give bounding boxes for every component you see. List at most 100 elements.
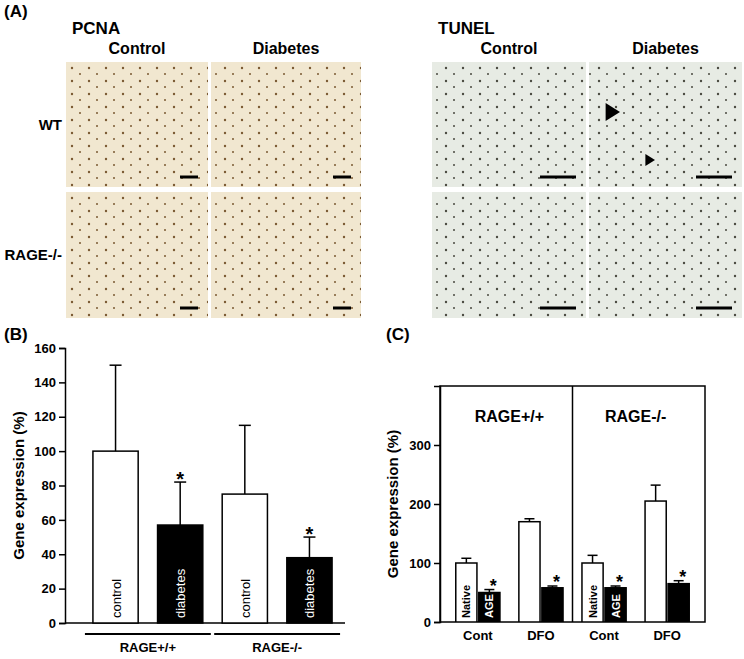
y-tick: 120 bbox=[34, 409, 65, 424]
micrograph bbox=[432, 192, 586, 318]
y-tick-mark bbox=[59, 554, 65, 556]
y-tick-mark bbox=[59, 451, 65, 453]
bar-label: AGE bbox=[610, 594, 622, 618]
y-axis-line bbox=[434, 387, 441, 623]
bar bbox=[668, 584, 689, 622]
genotype-label: RAGE-/- bbox=[5, 246, 63, 263]
error-bar-cap bbox=[110, 364, 122, 366]
scale-bar bbox=[180, 307, 198, 310]
y-tick: 0 bbox=[49, 616, 65, 631]
error-bar bbox=[110, 365, 122, 451]
group-line bbox=[214, 633, 340, 635]
error-bar bbox=[239, 425, 251, 494]
condition-label: Control bbox=[109, 40, 166, 57]
scale-bar bbox=[333, 176, 351, 179]
error-bar-stem bbox=[592, 555, 594, 563]
scale-bar bbox=[333, 307, 351, 310]
y-tick-mark bbox=[434, 504, 440, 506]
plot-area bbox=[93, 365, 332, 623]
y-tick-mark bbox=[59, 588, 65, 590]
group-line bbox=[85, 633, 211, 635]
y-tick-label: 200 bbox=[409, 497, 431, 512]
y-tick-mark bbox=[434, 622, 440, 624]
error-bar bbox=[461, 558, 471, 563]
y-tick: 200 bbox=[409, 497, 440, 512]
y-axis-title: Gene expression (%) bbox=[10, 411, 27, 559]
y-tick-label: 60 bbox=[42, 513, 56, 528]
y-tick-label: 140 bbox=[34, 375, 56, 390]
y-tick-label: 0 bbox=[49, 616, 56, 631]
y-tick: 140 bbox=[34, 375, 65, 390]
arrowhead bbox=[606, 103, 620, 121]
y-tick: 60 bbox=[42, 513, 65, 528]
error-bar-cap bbox=[588, 555, 598, 557]
micrograph bbox=[589, 192, 742, 318]
y-tick-label: 40 bbox=[42, 547, 56, 562]
category-label: control bbox=[238, 579, 253, 618]
bar-label: Native bbox=[587, 585, 599, 618]
y-tick: 160 bbox=[34, 341, 65, 356]
figure: (A)PCNAControlDiabetesTUNELControlDiabet… bbox=[0, 0, 744, 659]
bar bbox=[222, 494, 267, 623]
plot-frame bbox=[440, 386, 705, 622]
error-bar-stem bbox=[655, 485, 657, 501]
category-label: control bbox=[109, 579, 124, 618]
bar bbox=[93, 451, 138, 623]
y-axis-line bbox=[59, 349, 66, 624]
bar bbox=[605, 588, 626, 622]
x-tick-label: Cont bbox=[589, 628, 619, 643]
error-bar-stem bbox=[115, 365, 117, 451]
stain-label: PCNA bbox=[72, 19, 120, 38]
chart-b: (B) Gene expression (%) 0 20 40 60 80 100 120 140… bbox=[4, 325, 345, 655]
annotation: * bbox=[490, 576, 497, 596]
scale-bar bbox=[540, 307, 576, 310]
annotation: * bbox=[616, 572, 623, 592]
micrograph bbox=[66, 192, 208, 318]
y-axis-title: Gene expression (%) bbox=[384, 430, 401, 578]
chart-c: (C)Gene expression (%)0100200300RAGE+/+R… bbox=[384, 325, 705, 643]
y-tick-label: 20 bbox=[42, 581, 56, 596]
y-tick: 20 bbox=[42, 581, 65, 596]
y-tick: 0 bbox=[424, 615, 440, 630]
bar bbox=[287, 558, 332, 623]
panel-label: (B) bbox=[4, 325, 28, 344]
y-tick: 300 bbox=[409, 438, 440, 453]
y-tick-mark bbox=[59, 348, 65, 350]
category-label: diabetes bbox=[302, 568, 317, 618]
bar bbox=[582, 563, 603, 622]
micrograph bbox=[211, 62, 361, 187]
error-bar-stem bbox=[244, 425, 246, 494]
y-tick-mark bbox=[434, 445, 440, 447]
scale-bar bbox=[696, 176, 732, 179]
y-tick-mark bbox=[59, 485, 65, 487]
y-tick-mark bbox=[434, 563, 440, 565]
bar bbox=[519, 522, 540, 622]
x-tick-label: DFO bbox=[527, 628, 554, 643]
condition-label: Control bbox=[481, 40, 538, 57]
y-tick-mark bbox=[59, 623, 65, 625]
category-label: diabetes bbox=[173, 568, 188, 618]
scale-bar bbox=[540, 176, 576, 179]
micrograph bbox=[589, 62, 742, 187]
y-tick-mark bbox=[59, 520, 65, 522]
bar bbox=[479, 593, 500, 623]
error-bar bbox=[651, 485, 661, 501]
group-label: RAGE-/- bbox=[605, 408, 666, 425]
bar bbox=[542, 588, 563, 622]
error-bar bbox=[588, 555, 598, 563]
y-tick: 80 bbox=[42, 478, 65, 493]
scale-bar bbox=[696, 307, 732, 310]
group-label: RAGE+/+ bbox=[475, 408, 544, 425]
panel-label: (A) bbox=[4, 2, 28, 21]
bar bbox=[456, 563, 477, 622]
bar bbox=[158, 525, 203, 623]
y-tick-mark bbox=[59, 382, 65, 384]
micrograph bbox=[211, 192, 361, 318]
y-tick: 100 bbox=[34, 444, 65, 459]
condition-label: Diabetes bbox=[253, 40, 320, 57]
micrograph bbox=[66, 62, 208, 187]
y-tick-label: 160 bbox=[34, 341, 56, 356]
y-tick-label: 0 bbox=[424, 615, 431, 630]
y-tick-label: 120 bbox=[34, 409, 56, 424]
x-tick-label: Cont bbox=[463, 628, 493, 643]
